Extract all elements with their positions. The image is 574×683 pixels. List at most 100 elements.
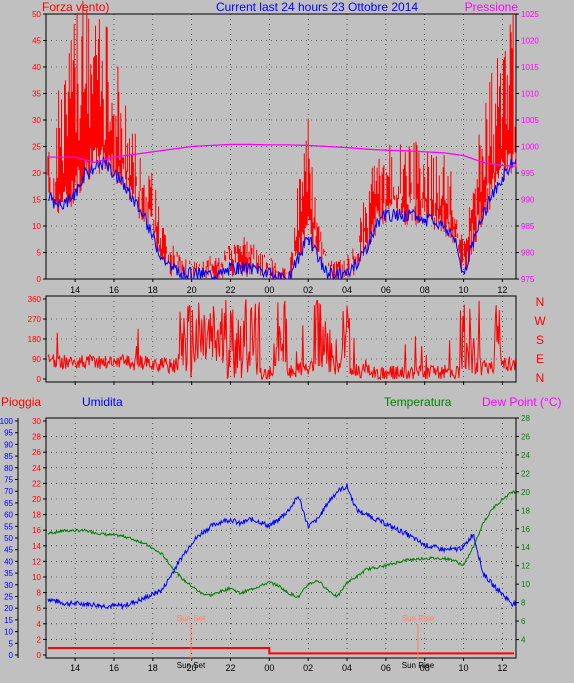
p3-rain-tick-label-20: 20 <box>32 495 41 504</box>
p3-rain-tick-label-24: 24 <box>32 464 41 473</box>
p1-xtick-label-20: 20 <box>187 285 197 295</box>
rain-label: Pioggia <box>1 395 41 409</box>
p3-rain-tick-label-26: 26 <box>32 448 41 457</box>
sunset-marker-footer: Sun Set <box>177 661 206 670</box>
p3-temp-tick-label-26: 26 <box>521 432 530 441</box>
p3-hum-tick-label-45: 45 <box>4 546 13 555</box>
p3-temp-tick-label-28: 28 <box>521 414 530 423</box>
p3-hum-tick-label-5: 5 <box>9 639 14 648</box>
compass-label-3: E <box>536 352 544 366</box>
p1-ytick-label-right-1020: 1020 <box>521 37 539 46</box>
p1-ytick-label-right-1015: 1015 <box>521 63 539 72</box>
p1-xtick-label-04: 04 <box>342 285 352 295</box>
panel3-ticks: 0510152025303540455055606570758085909510… <box>0 414 530 673</box>
p1-xtick-label-10: 10 <box>459 285 469 295</box>
p1-ytick-label-left-40: 40 <box>32 63 41 72</box>
p1-xtick-label-16: 16 <box>109 285 119 295</box>
p3-hum-tick-label-75: 75 <box>4 476 13 485</box>
p3-hum-tick-label-0: 0 <box>9 651 14 660</box>
humidity-series <box>47 483 517 611</box>
p3-rain-tick-label-12: 12 <box>32 557 41 566</box>
p3-hum-tick-label-25: 25 <box>4 593 13 602</box>
p3-hum-tick-label-80: 80 <box>4 464 13 473</box>
p2-ytick-label-90: 90 <box>32 355 41 364</box>
p3-hum-tick-label-30: 30 <box>4 581 13 590</box>
p3-xtick-label-00: 00 <box>264 663 274 673</box>
wind-direction-series <box>47 299 517 381</box>
p3-xtick-label-14: 14 <box>70 663 80 673</box>
p3-hum-tick-label-65: 65 <box>4 499 13 508</box>
p3-rain-tick-label-6: 6 <box>37 604 42 613</box>
p3-xtick-label-20: 20 <box>187 663 197 673</box>
p1-xtick-label-06: 06 <box>381 285 391 295</box>
humidity-label: Umidita <box>82 395 123 409</box>
p2-ytick-label-270: 270 <box>28 315 42 324</box>
p3-rain-tick-label-14: 14 <box>32 542 41 551</box>
p3-hum-tick-label-15: 15 <box>4 616 13 625</box>
p3-temp-tick-label-20: 20 <box>521 488 530 497</box>
pressure-series <box>47 143 516 167</box>
p3-hum-tick-label-10: 10 <box>4 628 13 637</box>
p1-xtick-label-12: 12 <box>497 285 507 295</box>
p3-temp-tick-label-10: 10 <box>521 580 530 589</box>
p3-temp-tick-label-6: 6 <box>521 617 526 626</box>
p1-ytick-label-right-1005: 1005 <box>521 116 539 125</box>
p1-ytick-label-right-975: 975 <box>521 275 535 284</box>
p3-xtick-label-08: 08 <box>420 663 430 673</box>
p3-xtick-label-22: 22 <box>225 663 235 673</box>
sunrise-marker-label: Sun Rise <box>402 614 435 623</box>
p3-rain-tick-label-0: 0 <box>37 651 42 660</box>
p3-hum-tick-label-35: 35 <box>4 569 13 578</box>
p3-temp-tick-label-22: 22 <box>521 469 530 478</box>
p3-hum-tick-label-55: 55 <box>4 522 13 531</box>
p1-xtick-label-02: 02 <box>303 285 313 295</box>
compass-label-0: N <box>536 295 545 309</box>
p3-rain-tick-label-30: 30 <box>32 417 41 426</box>
p2-ytick-label-0: 0 <box>37 375 42 384</box>
header-pressure-label: Pressione <box>465 0 519 14</box>
p1-ytick-label-right-980: 980 <box>521 249 535 258</box>
compass-label-1: W <box>534 314 546 328</box>
p3-hum-tick-label-85: 85 <box>4 452 13 461</box>
sunset-marker-label: Sun Set <box>177 614 206 623</box>
compass-label-2: S <box>536 333 544 347</box>
p3-temp-tick-label-8: 8 <box>521 599 526 608</box>
compass-label-4: N <box>536 371 545 385</box>
p1-ytick-label-left-50: 50 <box>32 10 41 19</box>
p1-xtick-label-18: 18 <box>148 285 158 295</box>
p3-rain-tick-label-4: 4 <box>37 620 42 629</box>
p3-temp-tick-label-14: 14 <box>521 543 530 552</box>
p1-xtick-label-00: 00 <box>264 285 274 295</box>
p2-ytick-label-360: 360 <box>28 295 42 304</box>
wind-speed-series <box>47 156 517 281</box>
panel2-series <box>47 299 517 381</box>
p1-ytick-label-left-10: 10 <box>32 222 41 231</box>
p3-hum-tick-label-50: 50 <box>4 534 13 543</box>
p3-xtick-label-10: 10 <box>459 663 469 673</box>
p3-rain-tick-label-8: 8 <box>37 589 42 598</box>
p3-hum-tick-label-100: 100 <box>0 417 14 426</box>
panel2-ticks: 0 90 180 270 360 <box>28 295 503 385</box>
header-wind-label: Forza vento) <box>42 0 109 14</box>
p3-xtick-label-04: 04 <box>342 663 352 673</box>
p1-ytick-label-right-990: 990 <box>521 196 535 205</box>
p1-ytick-label-left-45: 45 <box>32 37 41 46</box>
p3-rain-tick-label-22: 22 <box>32 479 41 488</box>
p1-ytick-label-right-1025: 1025 <box>521 10 539 19</box>
p1-ytick-label-right-1010: 1010 <box>521 90 539 99</box>
p3-xtick-label-06: 06 <box>381 663 391 673</box>
p1-ytick-label-left-35: 35 <box>32 90 41 99</box>
p1-xtick-label-14: 14 <box>70 285 80 295</box>
temp-humidity-rain-panel <box>45 417 517 659</box>
p3-xtick-label-18: 18 <box>148 663 158 673</box>
sunrise-marker-footer: Sun Rise <box>402 661 435 670</box>
p1-ytick-label-left-0: 0 <box>37 275 42 284</box>
p3-hum-tick-label-20: 20 <box>4 604 13 613</box>
temperature-series <box>47 490 516 599</box>
p3-rain-tick-label-28: 28 <box>32 433 41 442</box>
p3-xtick-label-12: 12 <box>497 663 507 673</box>
chart-title: Current last 24 hours 23 Ottobre 2014 <box>216 0 418 14</box>
p1-ytick-label-right-1000: 1000 <box>521 143 539 152</box>
